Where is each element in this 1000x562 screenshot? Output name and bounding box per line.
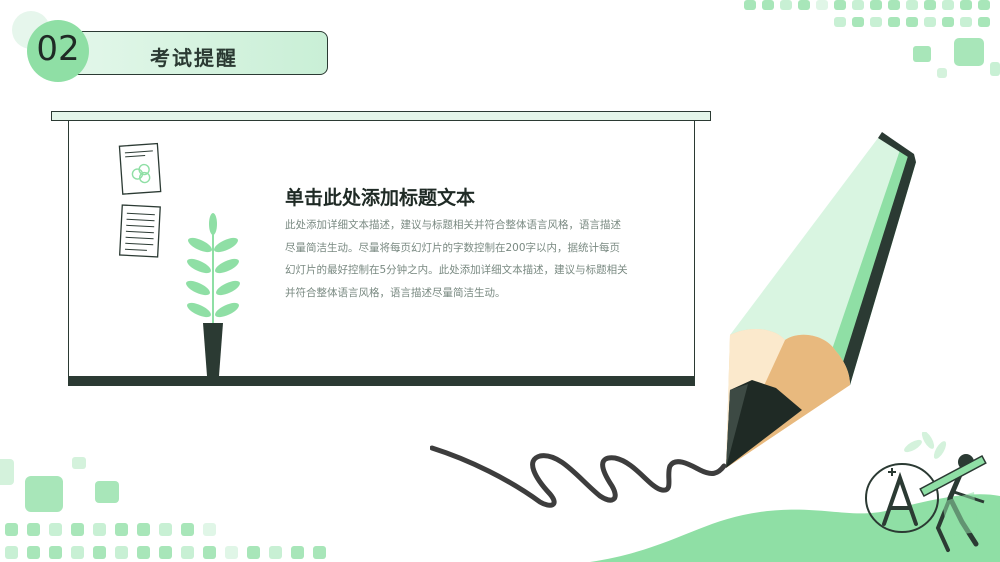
board-top-bar — [51, 111, 711, 121]
pencil-icon — [430, 132, 916, 508]
board-base — [68, 376, 695, 386]
board-frame — [68, 121, 695, 377]
grade-a-icon — [865, 432, 987, 552]
section-number: 02 — [36, 29, 80, 69]
content-title: 单击此处添加标题文本 — [285, 187, 476, 209]
content-body: 此处添加详细文本描述，建议与标题相关并符合整体语言风格，语言描述尽量简洁生动。尽… — [285, 219, 628, 299]
document-icon — [118, 142, 162, 258]
header-pill — [66, 31, 328, 75]
page-title: 考试提醒 — [150, 46, 238, 70]
green-hill — [590, 494, 1000, 562]
plant-icon — [186, 213, 240, 376]
section-badge — [27, 20, 89, 82]
